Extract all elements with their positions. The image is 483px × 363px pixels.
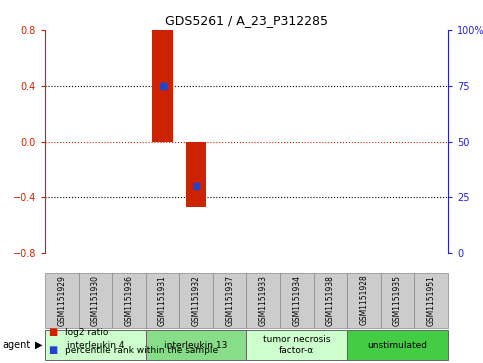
Bar [246, 273, 280, 328]
Text: interleukin 13: interleukin 13 [164, 340, 228, 350]
Text: GSM1151929: GSM1151929 [57, 275, 66, 326]
Bar [347, 330, 448, 360]
Bar [381, 273, 414, 328]
Bar [179, 273, 213, 328]
Text: ■: ■ [48, 327, 57, 337]
Text: GSM1151934: GSM1151934 [292, 275, 301, 326]
Text: interleukin 4: interleukin 4 [67, 340, 124, 350]
Text: GSM1151936: GSM1151936 [125, 275, 133, 326]
Text: tumor necrosis
factor-α: tumor necrosis factor-α [263, 335, 331, 355]
Bar [280, 273, 313, 328]
Text: unstimulated: unstimulated [368, 340, 427, 350]
Text: agent: agent [2, 340, 30, 350]
Text: GSM1151928: GSM1151928 [359, 275, 369, 325]
Bar [153, 30, 172, 142]
Text: GSM1151935: GSM1151935 [393, 275, 402, 326]
Bar [213, 273, 246, 328]
Bar [146, 273, 179, 328]
Text: ■: ■ [48, 345, 57, 355]
Bar [45, 330, 146, 360]
Text: ▶: ▶ [35, 340, 43, 350]
Text: GSM1151937: GSM1151937 [225, 275, 234, 326]
Bar [347, 273, 381, 328]
Text: GSM1151931: GSM1151931 [158, 275, 167, 326]
Title: GDS5261 / A_23_P312285: GDS5261 / A_23_P312285 [165, 15, 328, 28]
Bar [79, 273, 112, 328]
Bar [313, 273, 347, 328]
Text: percentile rank within the sample: percentile rank within the sample [65, 346, 218, 355]
Text: GSM1151933: GSM1151933 [259, 275, 268, 326]
Bar [112, 273, 146, 328]
Bar [186, 142, 206, 207]
Bar [246, 330, 347, 360]
Text: GSM1151938: GSM1151938 [326, 275, 335, 326]
Text: GSM1151932: GSM1151932 [192, 275, 200, 326]
Text: GSM1151951: GSM1151951 [426, 275, 436, 326]
Text: GSM1151930: GSM1151930 [91, 275, 100, 326]
Bar [414, 273, 448, 328]
Text: log2 ratio: log2 ratio [65, 328, 109, 337]
Bar [45, 273, 79, 328]
Bar [146, 330, 246, 360]
